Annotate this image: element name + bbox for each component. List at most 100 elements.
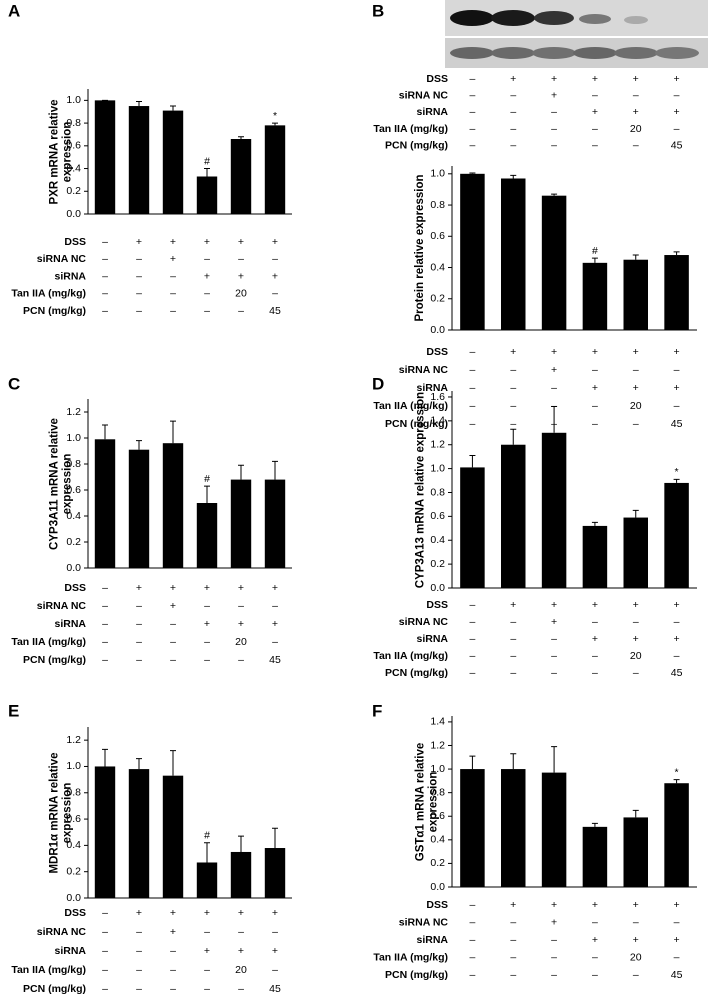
condition-cell: –	[592, 667, 598, 679]
condition-cell: –	[633, 89, 639, 101]
condition-label: PCN (mg/kg)	[385, 140, 448, 152]
condition-cell: –	[102, 926, 108, 938]
condition-cell: +	[592, 934, 598, 946]
y-tick-label: 0.0	[430, 881, 445, 893]
condition-label: Tan IIA (mg/kg)	[373, 951, 448, 963]
error-bar	[238, 835, 244, 852]
y-tick-label: 1.0	[430, 168, 445, 180]
condition-cell: +	[633, 346, 639, 358]
y-tick-label: 0.2	[66, 536, 81, 548]
condition-label: DSS	[64, 236, 86, 248]
error-bar	[204, 485, 210, 503]
condition-label: siRNA	[54, 945, 86, 957]
condition-cell: –	[633, 140, 639, 152]
bar	[196, 862, 218, 898]
condition-cell: –	[469, 667, 475, 679]
condition-cell: +	[238, 582, 244, 594]
y-tick-label: 0.4	[66, 839, 81, 851]
error-bar	[102, 748, 108, 767]
bar	[501, 444, 526, 588]
condition-cell: +	[674, 346, 680, 358]
error-bar	[469, 172, 476, 174]
condition-cell: –	[674, 123, 680, 135]
condition-cell: –	[469, 73, 475, 85]
condition-cell: –	[674, 364, 680, 376]
y-tick-label: 1.2	[66, 734, 81, 746]
condition-label: Tan IIA (mg/kg)	[373, 123, 448, 135]
y-tick-label: 0.8	[66, 787, 81, 799]
y-tick-label: 0.6	[430, 230, 445, 242]
y-tick-label: 1.4	[430, 415, 445, 427]
y-tick-label: 1.0	[66, 760, 81, 772]
bar	[541, 772, 567, 887]
condition-cell: –	[272, 926, 278, 938]
y-tick-label: 0.6	[430, 510, 445, 522]
y-tick-label: 0.0	[66, 562, 81, 574]
y-tick-label: 0.0	[430, 582, 445, 594]
condition-cell: –	[102, 600, 108, 612]
error-bar	[136, 440, 142, 450]
condition-cell: –	[272, 964, 278, 976]
y-tick-label: 0.6	[66, 484, 81, 496]
condition-cell: +	[238, 270, 244, 282]
condition-cell: 20	[235, 636, 247, 648]
condition-cell: –	[102, 253, 108, 265]
condition-cell: –	[551, 667, 557, 679]
y-tick-label: 0.4	[430, 834, 445, 846]
condition-label: Tan IIA (mg/kg)	[11, 636, 86, 648]
bar	[664, 255, 689, 330]
bar	[501, 178, 526, 330]
condition-cell: 45	[671, 140, 683, 152]
bar	[460, 173, 485, 330]
condition-label: PCN (mg/kg)	[385, 418, 448, 430]
condition-cell: +	[633, 106, 639, 118]
condition-cell: –	[469, 418, 475, 430]
y-tick-label: 1.0	[66, 94, 81, 106]
condition-cell: –	[551, 106, 557, 118]
error-bar	[551, 406, 558, 433]
condition-label: Tan IIA (mg/kg)	[11, 964, 86, 976]
condition-cell: –	[469, 616, 475, 628]
y-tick-label: 0.8	[430, 486, 445, 498]
condition-cell: 20	[630, 400, 642, 412]
condition-cell: –	[204, 636, 210, 648]
condition-cell: +	[272, 945, 278, 957]
bar	[501, 769, 526, 887]
condition-cell: +	[551, 899, 557, 911]
condition-cell: +	[551, 89, 557, 101]
condition-cell: 45	[671, 418, 683, 430]
error-bar	[170, 105, 176, 111]
condition-cell: –	[469, 599, 475, 611]
annotation: *	[675, 466, 679, 478]
condition-cell: 20	[630, 123, 642, 135]
panel-label: F	[372, 701, 382, 720]
condition-cell: –	[592, 400, 598, 412]
condition-cell: –	[510, 89, 516, 101]
bar	[541, 432, 567, 588]
y-tick-label: 0.4	[430, 261, 445, 273]
condition-cell: –	[238, 305, 244, 317]
condition-label: DSS	[426, 599, 448, 611]
condition-cell: +	[674, 106, 680, 118]
condition-cell: –	[102, 964, 108, 976]
condition-cell: –	[551, 951, 557, 963]
condition-cell: –	[510, 633, 516, 645]
condition-cell: +	[551, 346, 557, 358]
condition-cell: –	[136, 926, 142, 938]
condition-cell: +	[272, 270, 278, 282]
condition-label: siRNA NC	[37, 253, 87, 265]
condition-cell: –	[469, 899, 475, 911]
condition-cell: –	[469, 969, 475, 981]
condition-cell: –	[469, 934, 475, 946]
error-bar	[136, 758, 142, 770]
condition-cell: +	[136, 582, 142, 594]
condition-label: Tan IIA (mg/kg)	[373, 400, 448, 412]
condition-cell: +	[510, 346, 516, 358]
y-tick-label: 0.0	[430, 324, 445, 336]
y-tick-label: 0.8	[430, 786, 445, 798]
y-tick-label: 0.6	[66, 140, 81, 152]
condition-cell: +	[204, 582, 210, 594]
bar	[623, 517, 648, 588]
error-bar	[510, 753, 517, 770]
